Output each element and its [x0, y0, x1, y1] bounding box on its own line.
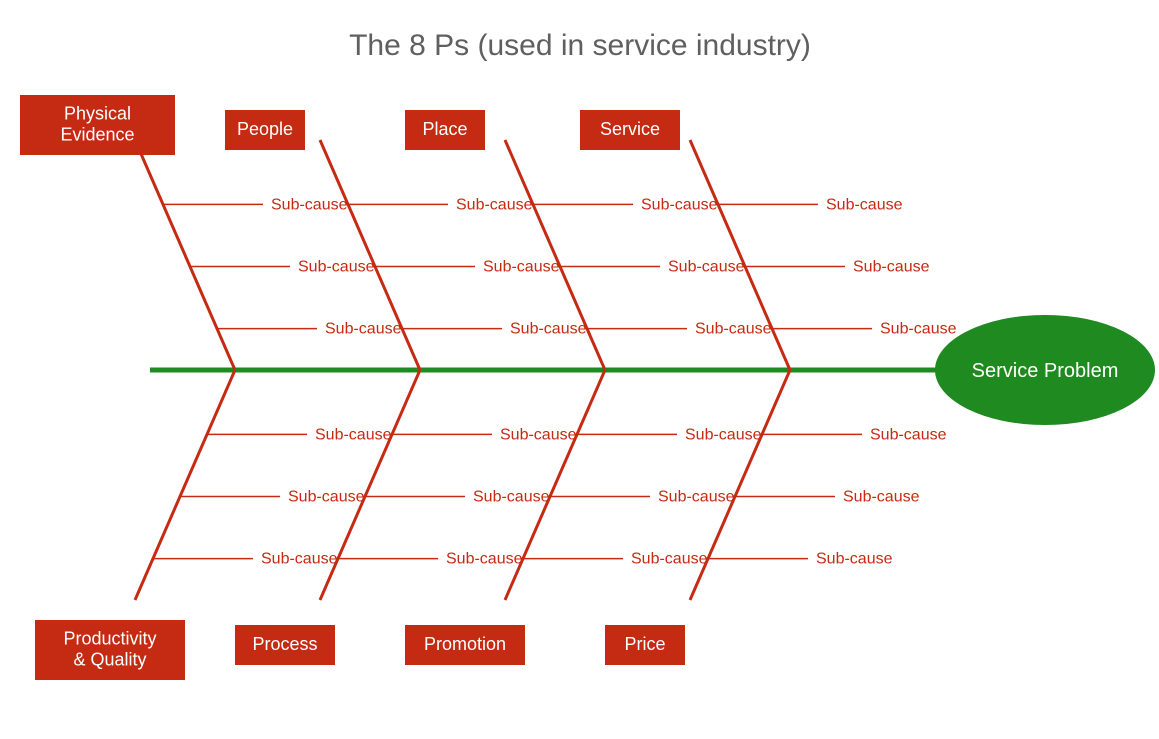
- subcause-label: Sub-cause: [853, 259, 930, 276]
- category-label: People: [237, 119, 293, 139]
- subcause-label: Sub-cause: [658, 489, 735, 506]
- category-label: Productivity: [63, 629, 156, 649]
- subcause-label: Sub-cause: [298, 259, 375, 276]
- subcause-label: Sub-cause: [870, 426, 947, 443]
- category-label: Price: [624, 634, 665, 654]
- category-label: Place: [422, 119, 467, 139]
- subcause-label: Sub-cause: [510, 321, 587, 338]
- category-label: Process: [252, 634, 317, 654]
- bone-line: [135, 140, 235, 370]
- category-label: Service: [600, 119, 660, 139]
- subcause-label: Sub-cause: [816, 551, 893, 568]
- subcause-label: Sub-cause: [685, 426, 762, 443]
- category-label: Physical: [64, 104, 131, 124]
- subcause-label: Sub-cause: [631, 551, 708, 568]
- subcause-label: Sub-cause: [271, 196, 348, 213]
- subcause-label: Sub-cause: [261, 551, 338, 568]
- subcause-label: Sub-cause: [668, 259, 745, 276]
- fishbone-diagram: The 8 Ps (used in service industry) Servi…: [0, 0, 1159, 739]
- category-label: Evidence: [60, 124, 134, 144]
- subcause-label: Sub-cause: [483, 259, 560, 276]
- diagram-title: The 8 Ps (used in service industry): [349, 29, 811, 62]
- bone-line: [135, 370, 235, 600]
- bone-line: [505, 370, 605, 600]
- subcause-label: Sub-cause: [880, 321, 957, 338]
- subcause-label: Sub-cause: [500, 426, 577, 443]
- subcause-label: Sub-cause: [325, 321, 402, 338]
- category-label: Promotion: [424, 634, 506, 654]
- subcause-label: Sub-cause: [288, 489, 365, 506]
- subcause-label: Sub-cause: [843, 489, 920, 506]
- bone-line: [320, 370, 420, 600]
- subcause-label: Sub-cause: [456, 196, 533, 213]
- subcause-label: Sub-cause: [446, 551, 523, 568]
- bone-line: [690, 370, 790, 600]
- subcause-label: Sub-cause: [695, 321, 772, 338]
- subcause-label: Sub-cause: [641, 196, 718, 213]
- problem-head-label: Service Problem: [972, 360, 1119, 382]
- subcause-label: Sub-cause: [473, 489, 550, 506]
- subcause-label: Sub-cause: [826, 196, 903, 213]
- category-label: & Quality: [73, 649, 146, 669]
- subcause-label: Sub-cause: [315, 426, 392, 443]
